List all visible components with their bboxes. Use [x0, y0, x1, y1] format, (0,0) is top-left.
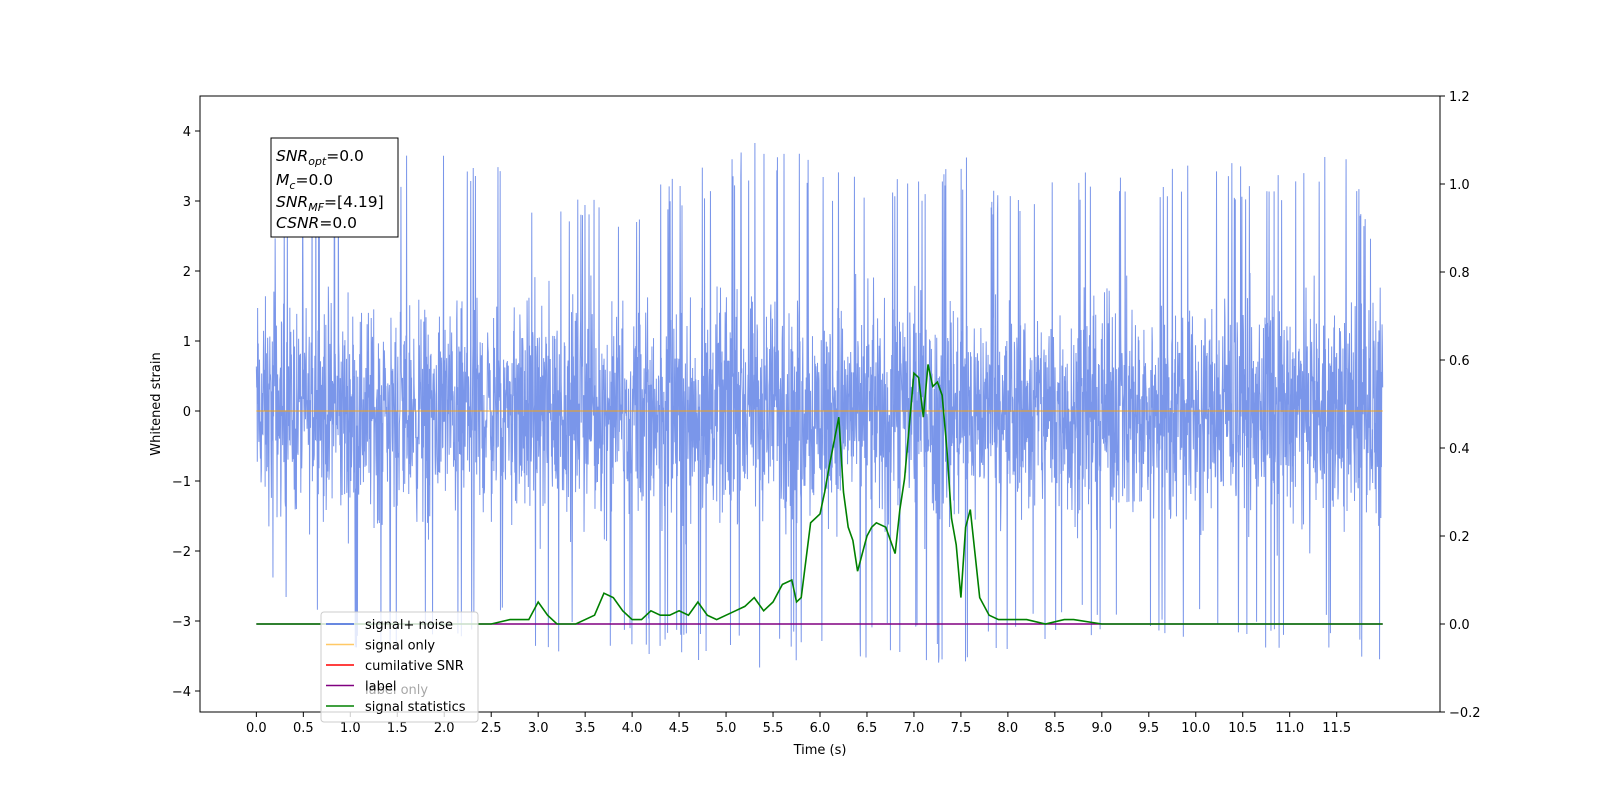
- series-line-signal-statistics: [256, 364, 1383, 625]
- stat-mc: Mc=0.0: [276, 171, 333, 192]
- y-tick-label: 3: [183, 195, 191, 210]
- y-tick-label: 0: [183, 405, 191, 420]
- legend: label only signal+ noise signal only cumil…: [320, 611, 479, 723]
- y-tick-label: −2: [172, 545, 191, 560]
- y2-tick-label: 0.2: [1449, 530, 1470, 545]
- x-tick-label: 6.5: [857, 721, 878, 736]
- y2-tick-label: 1.2: [1449, 90, 1470, 105]
- legend-label: signal statistics: [365, 700, 466, 715]
- x-tick-label: 11.5: [1322, 721, 1351, 736]
- x-tick-label: 3.0: [528, 721, 549, 736]
- x-tick-label: 1.5: [387, 721, 408, 736]
- x-tick-label: 7.5: [951, 721, 972, 736]
- legend-label: signal+ noise: [365, 618, 453, 633]
- x-tick-label: 9.5: [1138, 721, 1159, 736]
- x-axis-label: Time (s): [793, 743, 847, 758]
- x-tick-label: 10.5: [1228, 721, 1257, 736]
- stat-csnr: CSNR=0.0: [276, 214, 357, 232]
- y2-axis-ticks: −0.2 0.0 0.2 0.4 0.6 0.8 1.0 1.2: [1440, 90, 1481, 721]
- x-tick-label: 10.0: [1181, 721, 1210, 736]
- y2-tick-label: 0.6: [1449, 354, 1470, 369]
- stat-snr-mf: SNRMF=[4.19]: [276, 193, 384, 214]
- y-tick-label: −1: [172, 475, 191, 490]
- x-tick-label: 4.5: [669, 721, 690, 736]
- legend-label: cumilative SNR: [365, 659, 464, 674]
- y-tick-label: −3: [172, 615, 191, 630]
- x-tick-label: 3.5: [575, 721, 596, 736]
- x-tick-label: 5.5: [763, 721, 784, 736]
- x-tick-label: 8.5: [1045, 721, 1066, 736]
- x-tick-label: 2.5: [481, 721, 502, 736]
- x-tick-label: 11.0: [1275, 721, 1304, 736]
- x-tick-label: 0.0: [246, 721, 267, 736]
- y-axis-ticks: −4 −3 −2 −1 0 1 2 3 4: [172, 125, 200, 700]
- x-tick-label: 2.0: [434, 721, 455, 736]
- y-tick-label: 4: [183, 125, 191, 140]
- y-tick-label: 1: [183, 335, 191, 350]
- legend-label: label: [365, 680, 396, 695]
- series-line-signal-noise: [255, 143, 1384, 668]
- x-tick-label: 8.0: [998, 721, 1019, 736]
- x-tick-label: 7.0: [904, 721, 925, 736]
- x-tick-label: 5.0: [716, 721, 737, 736]
- x-tick-label: 1.0: [340, 721, 361, 736]
- stats-box: SNRopt=0.0 Mc=0.0 SNRMF=[4.19] CSNR=0.0: [270, 137, 399, 238]
- x-tick-label: 6.0: [810, 721, 831, 736]
- y-tick-label: 2: [183, 265, 191, 280]
- y2-tick-label: 0.0: [1449, 618, 1470, 633]
- y-axis-label: Whitened strain: [149, 352, 164, 455]
- x-axis-ticks: 0.0 0.5 1.0 1.5 2.0 2.5 3.0 3.5 4.0 4.5 5.0 5.5 6.0 6…: [246, 712, 1351, 736]
- y-tick-label: −4: [172, 685, 191, 700]
- x-tick-label: 9.0: [1091, 721, 1112, 736]
- y2-tick-label: 0.8: [1449, 266, 1470, 281]
- x-tick-label: 0.5: [293, 721, 314, 736]
- legend-label: signal only: [365, 639, 435, 654]
- stat-snr-opt: SNRopt=0.0: [276, 147, 364, 168]
- y2-tick-label: −0.2: [1449, 706, 1481, 721]
- y2-tick-label: 0.4: [1449, 442, 1470, 457]
- x-tick-label: 4.0: [622, 721, 643, 736]
- legend-hidden-label-text: label only: [365, 683, 428, 698]
- y2-tick-label: 1.0: [1449, 178, 1470, 193]
- noise-series: [255, 143, 1384, 668]
